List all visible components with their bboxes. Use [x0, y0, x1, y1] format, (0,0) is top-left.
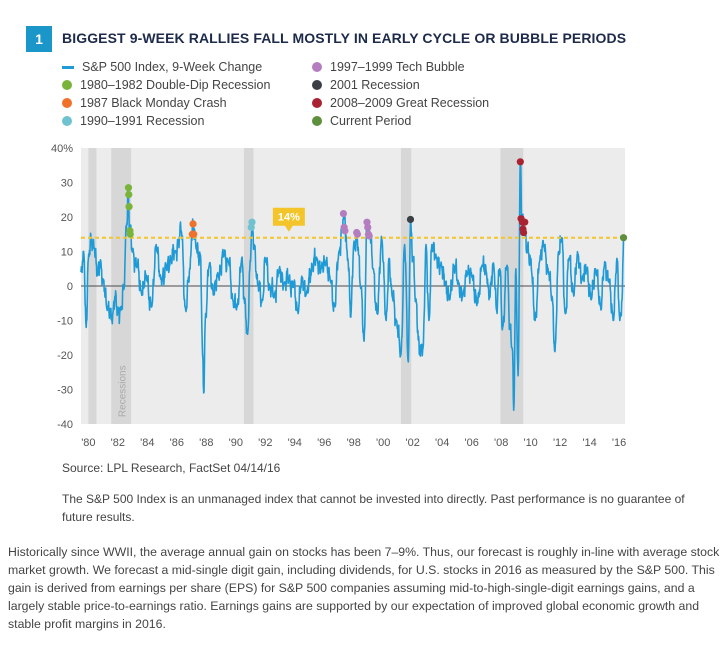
legend-item-1997-1999: 1997–1999 Tech Bubble — [312, 60, 465, 74]
x-tick-label: '80 — [81, 437, 95, 449]
x-tick-label: '16 — [612, 437, 626, 449]
highlight-point — [339, 209, 348, 218]
x-tick-label: '06 — [465, 437, 479, 449]
legend-dot — [62, 80, 72, 90]
legend-label: 2008–2009 Great Recession — [330, 96, 490, 110]
legend-dot — [62, 116, 72, 126]
x-tick-label: '96 — [317, 437, 331, 449]
highlight-point — [521, 218, 529, 226]
highlight-point — [519, 228, 528, 237]
legend-label: Current Period — [330, 114, 412, 128]
legend-item-current: Current Period — [312, 114, 411, 128]
y-tick-label: 40% — [51, 143, 73, 155]
highlight-point — [516, 158, 524, 166]
x-tick-label: '14 — [582, 437, 596, 449]
y-tick-label: 20 — [61, 212, 73, 224]
legend-label: 1980–1982 Double-Dip Recession — [80, 78, 271, 92]
y-tick-label: 10 — [61, 247, 73, 259]
highlight-point — [125, 203, 133, 211]
highlight-point — [126, 230, 134, 238]
x-tick-label: '10 — [523, 437, 537, 449]
y-tick-label: -20 — [57, 350, 73, 362]
chart-legend: S&P 500 Index, 9-Week Change 1980–1982 D… — [62, 60, 522, 134]
x-tick-label: '00 — [376, 437, 390, 449]
highlight-point — [365, 232, 373, 240]
x-tick-label: '04 — [435, 437, 449, 449]
y-tick-label: 0 — [67, 281, 73, 293]
x-tick-label: '88 — [199, 437, 213, 449]
legend-dot — [312, 98, 322, 108]
source-note: Source: LPL Research, FactSet 04/14/16 — [62, 461, 281, 475]
legend-dot — [312, 116, 322, 126]
legend-label: 1997–1999 Tech Bubble — [330, 60, 465, 74]
legend-item-2001: 2001 Recession — [312, 78, 420, 92]
x-tick-label: '92 — [258, 437, 272, 449]
x-tick-label: '12 — [553, 437, 567, 449]
figure-number: 1 — [26, 26, 52, 52]
chart-svg: Recessions -40 -30 -20 -10 0 10 20 30 40% '80 '82 '8… — [51, 143, 628, 449]
legend-dot — [62, 98, 72, 108]
y-tick-label: -10 — [57, 316, 73, 328]
highlight-point — [190, 230, 198, 238]
x-tick-label: '84 — [140, 437, 154, 449]
legend-item-1980-1982: 1980–1982 Double-Dip Recession — [62, 78, 270, 92]
x-tick-label: '98 — [347, 437, 361, 449]
highlight-point — [124, 184, 133, 192]
series-line-sp500 — [80, 159, 625, 411]
y-tick-label: -40 — [57, 419, 73, 431]
recession-label: Recessions — [118, 365, 129, 417]
highlight-point — [353, 230, 362, 238]
y-tick-label: 30 — [61, 178, 73, 190]
disclaimer-note: The S&P 500 Index is an unmanaged index … — [62, 492, 685, 524]
legend-item-1987: 1987 Black Monday Crash — [62, 96, 227, 110]
highlight-point — [406, 215, 415, 224]
legend-label: 2001 Recession — [330, 78, 420, 92]
legend-item-2008-2009: 2008–2009 Great Recession — [312, 96, 489, 110]
highlight-point — [341, 227, 349, 235]
legend-dot — [312, 62, 322, 72]
highlight-point — [248, 218, 256, 226]
x-tick-label: '86 — [170, 437, 184, 449]
legend-label: S&P 500 Index, 9-Week Change — [82, 60, 263, 74]
x-tick-label: '08 — [494, 437, 508, 449]
body-paragraph: Historically since WWII, the average ann… — [8, 545, 720, 631]
x-tick-label: '90 — [229, 437, 243, 449]
figure-title: BIGGEST 9-WEEK RALLIES FALL MOSTLY IN EA… — [62, 30, 627, 46]
legend-line-swatch — [62, 65, 74, 69]
threshold-label: 14% — [278, 212, 300, 224]
legend-label: 1987 Black Monday Crash — [80, 96, 227, 110]
highlight-point — [619, 234, 628, 242]
highlight-point — [125, 190, 133, 199]
x-tick-label: '02 — [406, 437, 420, 449]
legend-label: 1990–1991 Recession — [80, 114, 205, 128]
legend-item-1990-1991: 1990–1991 Recession — [62, 114, 204, 128]
legend-item-sp500: S&P 500 Index, 9-Week Change — [62, 60, 262, 74]
x-tick-label: '82 — [111, 437, 125, 449]
threshold-callout — [272, 207, 305, 232]
y-tick-label: -30 — [57, 385, 73, 397]
x-tick-label: '94 — [288, 437, 302, 449]
highlight-point — [364, 223, 372, 231]
legend-dot — [312, 80, 322, 90]
highlight-point — [189, 220, 197, 228]
